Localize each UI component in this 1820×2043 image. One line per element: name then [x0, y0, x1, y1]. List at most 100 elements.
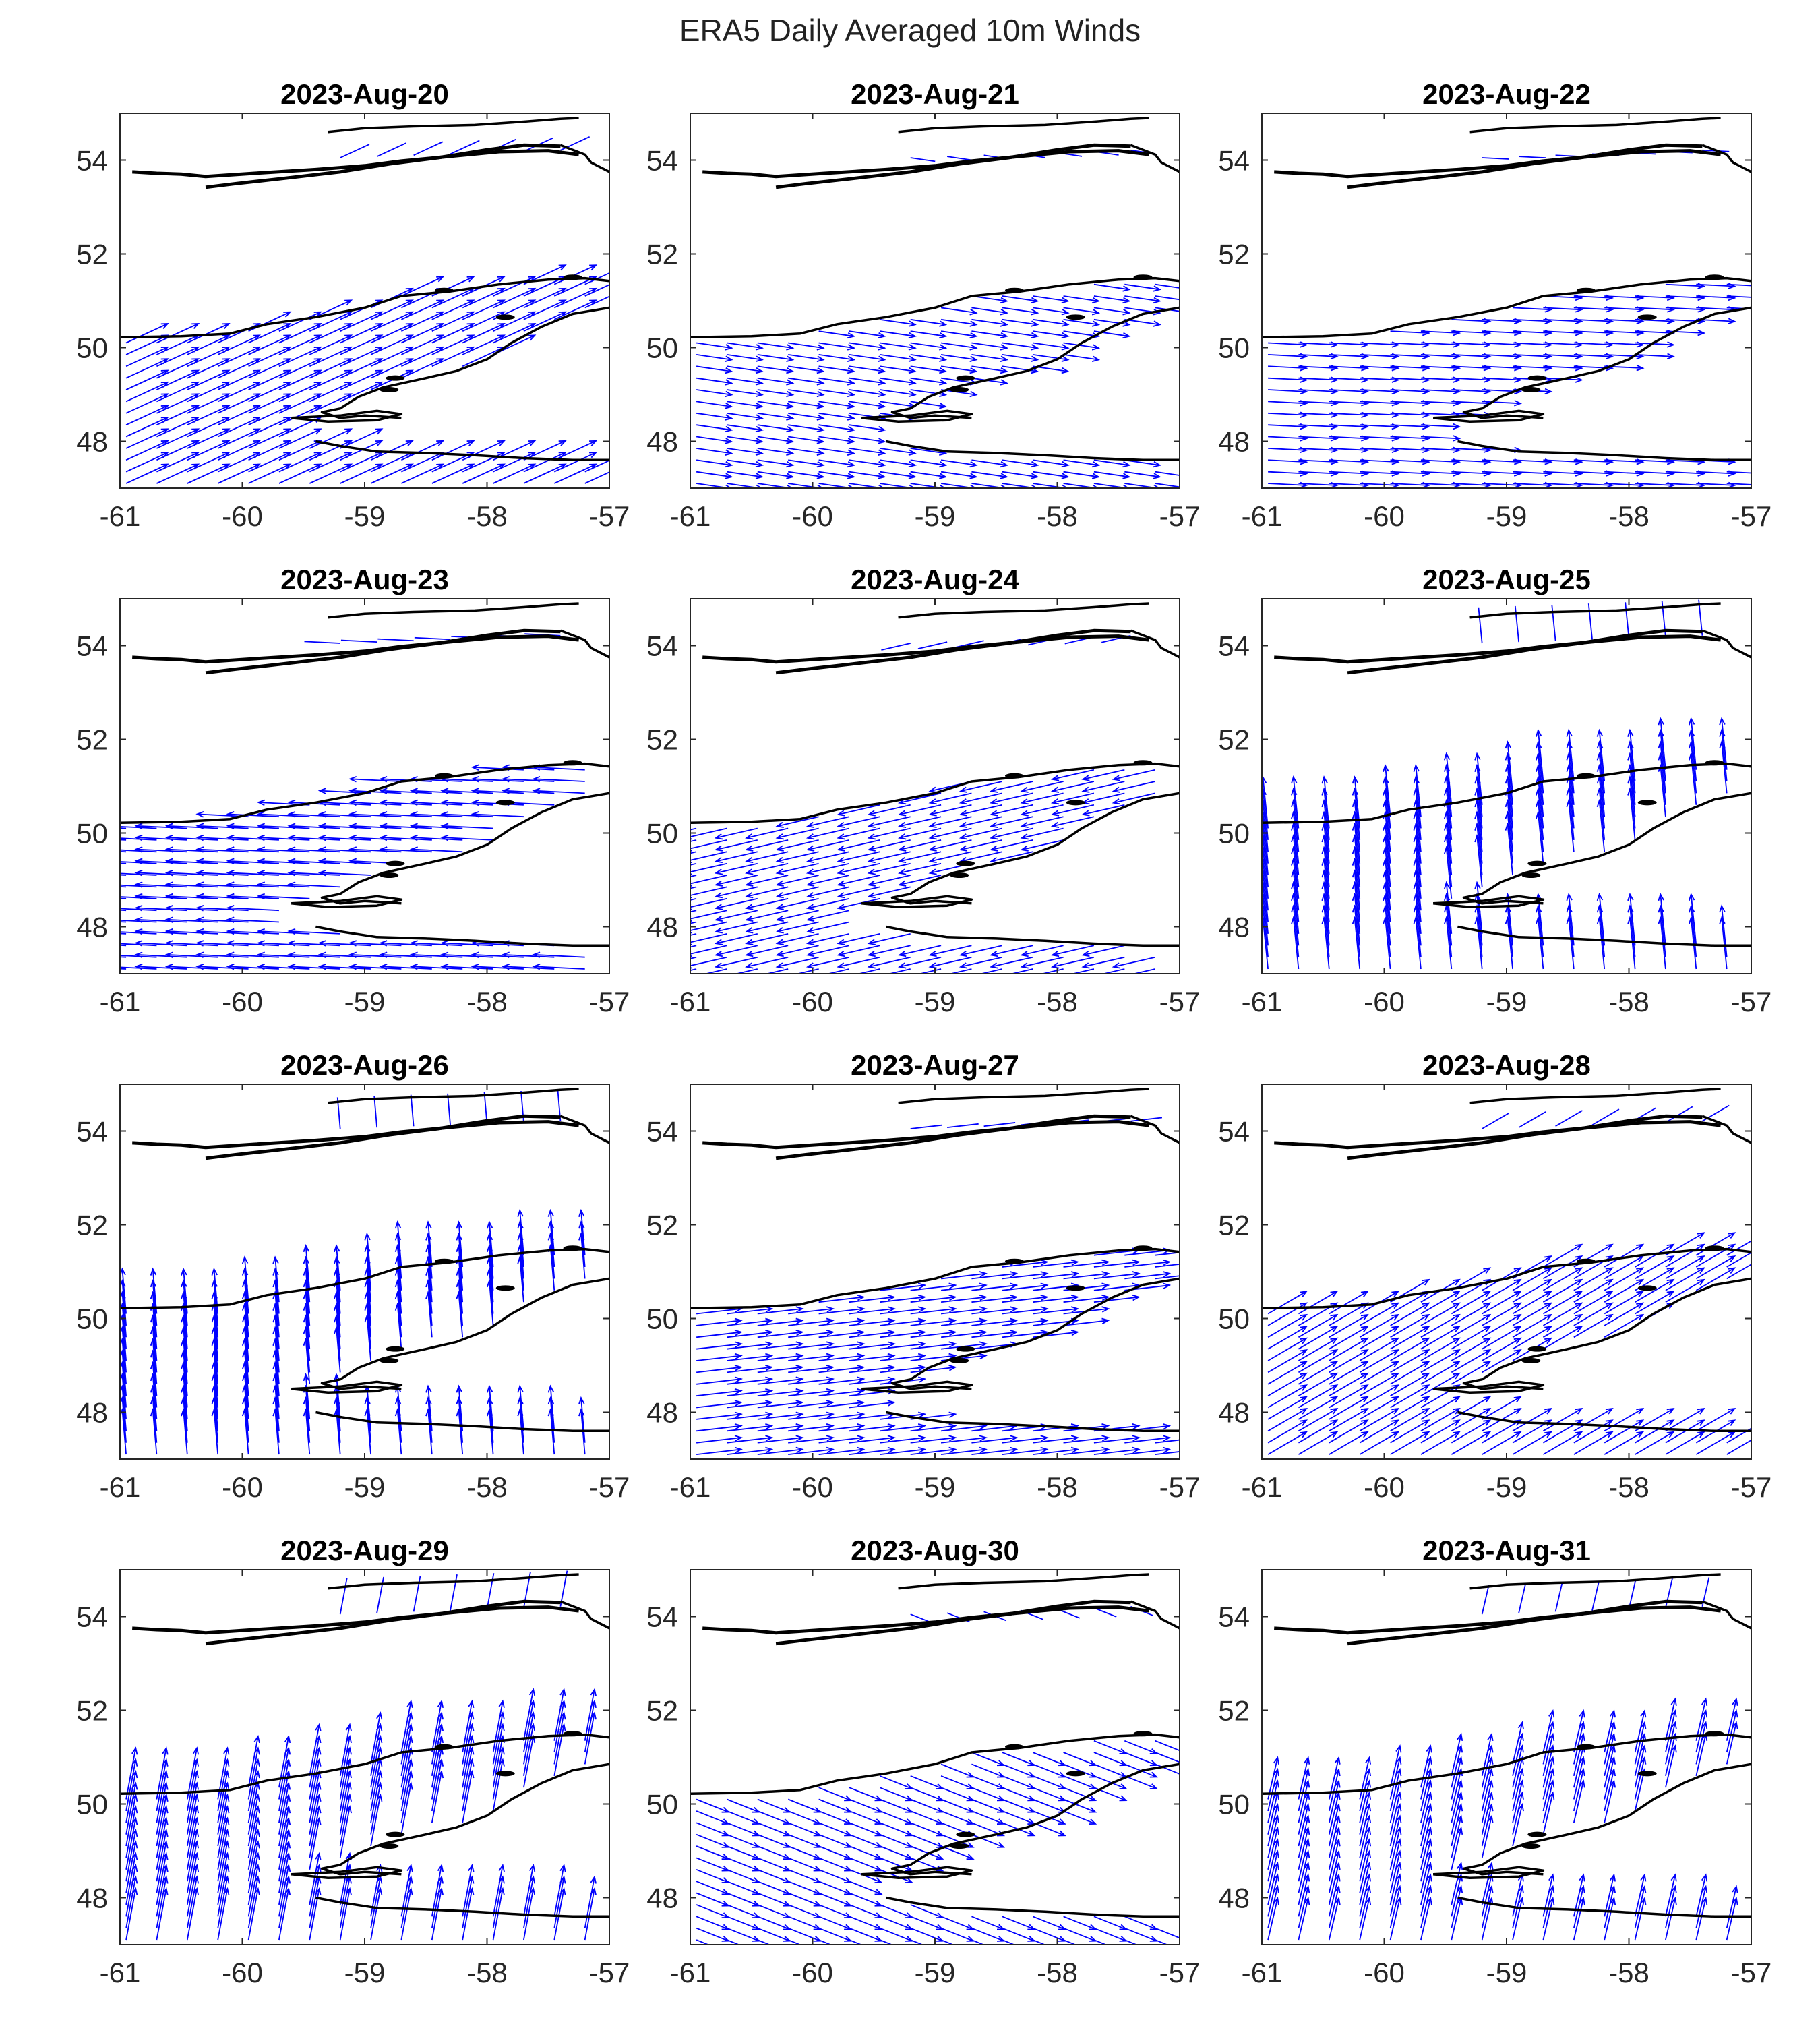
- wind-arrow: [134, 951, 187, 959]
- wind-arrow: [1267, 1419, 1308, 1444]
- wind-arrow: [867, 945, 911, 957]
- wind-arrow: [788, 377, 825, 386]
- wind-arrow: [788, 436, 825, 444]
- wind-arrow: [887, 968, 911, 974]
- wind-arrow: [696, 483, 733, 488]
- wind-arrow: [379, 811, 432, 818]
- wind-arrow: [287, 846, 340, 853]
- y-tick-label: 54: [76, 1116, 108, 1148]
- wind-arrow: [690, 921, 727, 934]
- wind-arrow: [1420, 1873, 1432, 1917]
- wind-arrow: [1020, 804, 1064, 817]
- wind-arrow: [532, 788, 585, 794]
- wind-arrow: [1451, 1267, 1492, 1291]
- island: [495, 314, 515, 320]
- wind-arrow: [818, 1881, 853, 1895]
- wind-arrow: [1542, 1709, 1555, 1753]
- wind-arrow: [757, 1892, 791, 1907]
- wind-arrow: [1451, 1803, 1463, 1847]
- wind-arrow: [971, 1916, 1006, 1930]
- wind-arrow: [849, 365, 886, 374]
- wind-arrow: [134, 834, 187, 841]
- wind-arrow: [1451, 1779, 1463, 1823]
- panel-title: 2023-Aug-23: [280, 564, 449, 595]
- island: [434, 287, 454, 293]
- wind-arrow: [553, 440, 598, 461]
- wind-arrow: [727, 1330, 774, 1338]
- wind-arrow: [880, 354, 917, 362]
- wind-arrow: [1695, 1267, 1736, 1291]
- wind-arrow: [714, 839, 758, 852]
- wind-arrows: [120, 1208, 586, 1455]
- wind-arrow: [1482, 1396, 1522, 1420]
- coastline-segment: [1130, 629, 1180, 659]
- wind-arrow: [910, 1833, 944, 1848]
- wind-arrow: [1719, 904, 1728, 957]
- wind-arrow: [256, 881, 310, 888]
- wind-arrow: [1267, 1384, 1308, 1409]
- wind-arrow: [1020, 781, 1064, 793]
- wind-arrow: [947, 1123, 979, 1129]
- coastline: [120, 1088, 609, 1433]
- coastline-segment: [886, 1411, 1180, 1433]
- wind-arrow: [1032, 1763, 1066, 1778]
- wind-arrow: [134, 858, 187, 865]
- x-tick-label: -58: [1037, 986, 1078, 1017]
- wind-arrow: [971, 1798, 1006, 1813]
- wind-arrow: [727, 1798, 761, 1813]
- wind-arrow: [879, 1822, 913, 1837]
- wind-arrow: [1124, 1775, 1158, 1789]
- coastline-segment: [120, 762, 609, 824]
- wind-arrow: [1390, 1337, 1430, 1361]
- wind-arrow: [1573, 1267, 1614, 1291]
- wind-arrow: [1726, 471, 1751, 474]
- wind-arrow: [1481, 1814, 1494, 1858]
- island: [434, 1258, 454, 1264]
- wind-arrow: [775, 886, 819, 899]
- wind-arrow: [120, 931, 157, 935]
- wind-arrow: [1267, 1826, 1279, 1870]
- wind-arrow: [1063, 483, 1099, 488]
- wind-arrow: [1002, 1939, 1016, 1945]
- wind-arrow: [440, 940, 493, 947]
- coastline: [1262, 1088, 1751, 1433]
- coastline-segment: [898, 1088, 1149, 1104]
- wind-arrow: [880, 365, 917, 374]
- wind-arrow: [1389, 1885, 1402, 1928]
- wind-arrow: [1481, 1756, 1494, 1800]
- wind-arrow: [1359, 1814, 1372, 1858]
- wind-arrow: [1359, 1849, 1372, 1893]
- wind-arrow: [696, 1423, 743, 1432]
- coastline-segment: [1701, 1600, 1751, 1630]
- wind-arrow: [1634, 1709, 1647, 1753]
- wind-arrow: [818, 1317, 866, 1326]
- wind-arrow: [317, 858, 371, 865]
- island: [380, 1358, 399, 1364]
- y-tick-label: 50: [646, 818, 678, 850]
- wind-arrow: [287, 928, 340, 935]
- wind-arrow: [1573, 1721, 1585, 1765]
- wind-arrow: [1359, 1313, 1400, 1338]
- wind-arrow: [1155, 483, 1180, 488]
- wind-arrow: [806, 886, 850, 899]
- wind-arrow: [818, 424, 856, 433]
- wind-arrow: [584, 284, 609, 297]
- wind-arrow: [910, 1775, 944, 1789]
- coastline-segment: [120, 276, 609, 338]
- wind-arrow: [818, 1388, 866, 1397]
- wind-arrow: [727, 483, 763, 488]
- island: [563, 1731, 582, 1737]
- wind-arrow: [340, 428, 384, 449]
- wind-arrow: [1573, 1779, 1585, 1823]
- y-tick-label: 48: [646, 1397, 678, 1429]
- wind-arrow: [1093, 1927, 1128, 1942]
- wind-arrow: [757, 1388, 804, 1397]
- wind-arrow: [867, 956, 911, 969]
- wind-arrow: [1002, 342, 1039, 351]
- wind-arrow: [696, 1353, 743, 1361]
- wind-arrow: [787, 1904, 822, 1918]
- coastline-segment: [1274, 149, 1721, 179]
- island: [1637, 314, 1657, 320]
- island: [1527, 1831, 1547, 1837]
